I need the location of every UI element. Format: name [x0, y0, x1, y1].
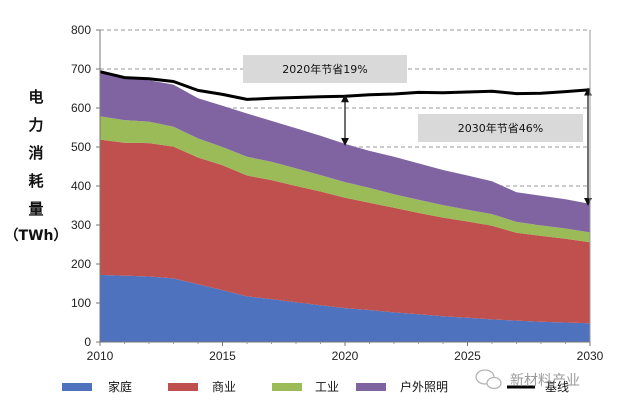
annotations: 2020年节省19% 2030年节省46% [243, 55, 592, 206]
y-axis-label-char: 电 [28, 88, 43, 106]
annotation-text: 2020年节省19% [282, 62, 367, 76]
legend-label: 基线 [545, 380, 569, 394]
y-tick-label: 300 [71, 218, 91, 232]
watermark: 新材料产业 [475, 369, 580, 390]
y-tick-label: 700 [71, 62, 91, 76]
watermark-text: 新材料产业 [510, 373, 580, 389]
legend-label: 商业 [212, 379, 236, 394]
legend-label: 家庭 [108, 379, 132, 394]
y-tick-label: 200 [71, 257, 91, 271]
area-series-2 [100, 139, 590, 324]
x-tick-label: 2025 [454, 349, 481, 363]
x-tick-label: 2020 [332, 349, 359, 363]
axes: 0 100 200 300 400 500 600 700 800 2010 2015 2020 202… [71, 23, 604, 363]
x-tick-label: 2010 [87, 349, 114, 363]
area-series-1 [100, 274, 590, 342]
legend-swatch [272, 383, 302, 391]
y-tick-label: 800 [71, 23, 91, 37]
x-tick-label: 2015 [209, 349, 236, 363]
wechat-icon-bubble [486, 376, 502, 390]
legend-swatch [356, 383, 386, 391]
y-axis-label-char: 力 [28, 116, 43, 134]
annotation-box [418, 114, 583, 142]
legend-label: 户外照明 [400, 379, 448, 394]
legend-label: 工业 [315, 380, 339, 394]
y-tick-label: 500 [71, 140, 91, 154]
x-tick-label: 2030 [577, 349, 604, 363]
legend-swatch [168, 383, 198, 391]
area-series-3 [100, 116, 590, 243]
annotation-box [243, 55, 407, 83]
y-axis-label-char: （TWh） [5, 228, 68, 244]
stacked-areas [100, 70, 590, 342]
y-axis-label-char: 消 [28, 144, 43, 162]
annotation-text: 2030年节省46% [458, 121, 543, 135]
y-tick-label: 100 [71, 296, 91, 310]
y-tick-label: 0 [84, 335, 91, 349]
legend-swatch [62, 383, 92, 391]
y-axis-label-char: 量 [28, 200, 43, 218]
y-axis-label-char: 耗 [28, 172, 43, 190]
y-tick-label: 400 [71, 179, 91, 193]
area-series-4 [100, 70, 590, 233]
legend: 家庭 商业 工业 户外照明 基线 [62, 379, 569, 394]
y-tick-label: 600 [71, 101, 91, 115]
